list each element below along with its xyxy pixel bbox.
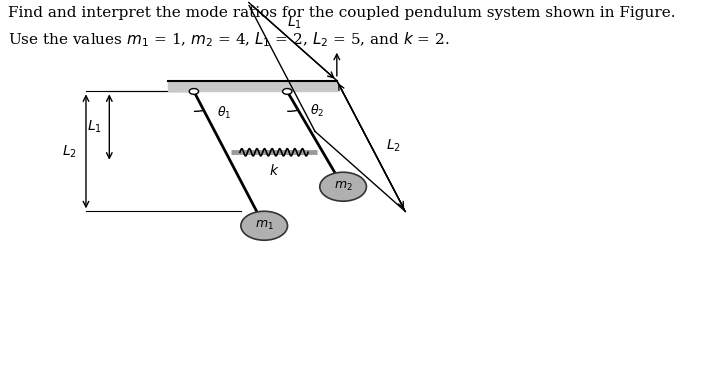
Text: $m_1$: $m_1$ — [255, 219, 273, 232]
Text: $\theta_2$: $\theta_2$ — [310, 103, 324, 119]
Circle shape — [320, 172, 366, 201]
Text: $L_1$: $L_1$ — [87, 119, 102, 135]
Text: Find and interpret the mode ratios for the coupled pendulum system shown in Figu: Find and interpret the mode ratios for t… — [9, 6, 676, 20]
Text: $L_2$: $L_2$ — [62, 143, 77, 160]
Circle shape — [190, 89, 199, 94]
Circle shape — [241, 211, 288, 240]
Text: $k$: $k$ — [269, 163, 279, 178]
Text: $L_1$: $L_1$ — [287, 15, 302, 32]
Text: Use the values $m_1$ = 1, $m_2$ = 4, $L_1$ = 2, $L_2$ = 5, and $k$ = 2.: Use the values $m_1$ = 1, $m_2$ = 4, $L_… — [9, 30, 450, 49]
Circle shape — [283, 89, 292, 94]
Bar — [168, 81, 337, 91]
Text: $L_2$: $L_2$ — [386, 138, 400, 154]
Text: $\theta_1$: $\theta_1$ — [217, 105, 231, 121]
Text: $m_2$: $m_2$ — [334, 180, 352, 193]
